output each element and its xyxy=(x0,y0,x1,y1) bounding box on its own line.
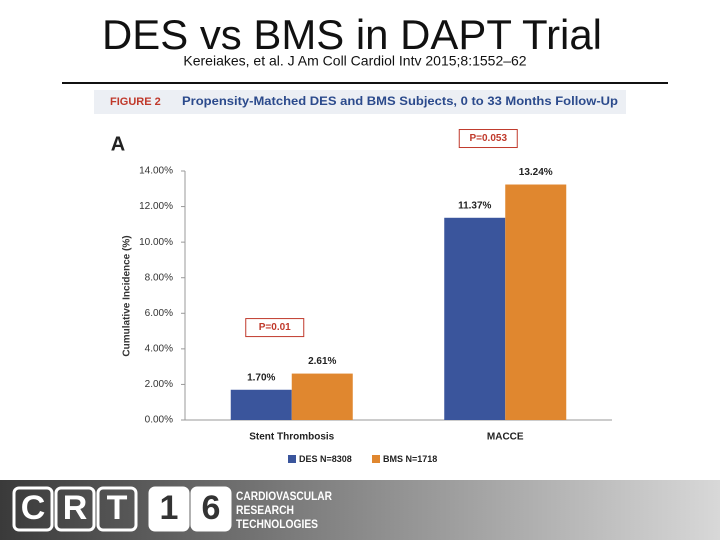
x-tick-label: MACCE xyxy=(487,432,524,443)
bar xyxy=(505,184,567,420)
y-tick-label: 2.00% xyxy=(145,379,173,390)
value-label: 13.24% xyxy=(519,167,553,178)
subtitle: Kereiakes, et al. J Am Coll Cardiol Intv… xyxy=(183,53,526,69)
y-tick-label: 0.00% xyxy=(145,415,173,426)
logo-box xyxy=(12,486,54,532)
logo-letter: R xyxy=(63,489,88,527)
bar xyxy=(230,389,292,420)
logo-letter: C xyxy=(21,489,46,527)
organization-line: TECHNOLOGIES xyxy=(236,517,318,531)
bar xyxy=(291,373,353,420)
annotation-box xyxy=(458,129,518,149)
value-label: 2.61% xyxy=(308,356,336,367)
figure-title: Propensity-Matched DES and BMS Subjects,… xyxy=(182,96,618,108)
y-tick-label: 14.00% xyxy=(139,166,173,177)
logo-letter: 6 xyxy=(202,489,221,527)
y-tick-label: 12.00% xyxy=(139,201,173,212)
organization-line: CARDIOVASCULAR xyxy=(236,489,332,503)
y-tick-label: 10.00% xyxy=(139,237,173,248)
annotation-box xyxy=(245,318,305,338)
legend-label: DES N=8308 xyxy=(299,454,352,464)
value-label: 11.37% xyxy=(458,200,491,211)
y-tick-label: 6.00% xyxy=(145,308,173,319)
annotation: P=0.053 xyxy=(469,133,507,144)
legend-swatch xyxy=(288,455,296,463)
y-tick-label: 4.00% xyxy=(145,343,173,354)
bar xyxy=(444,217,506,420)
figure-header xyxy=(94,90,626,114)
slide-title: DES vs BMS in DAPT Trial xyxy=(102,11,602,58)
y-tick-label: 8.00% xyxy=(145,272,173,283)
logo-box xyxy=(148,486,190,532)
annotation: P=0.01 xyxy=(259,322,291,333)
legend-swatch xyxy=(372,455,380,463)
logo-letter: T xyxy=(107,489,128,527)
logo-box xyxy=(190,486,232,532)
organization-line: RESEARCH xyxy=(236,503,294,517)
legend-label: BMS N=1718 xyxy=(383,454,437,464)
figure-label: FIGURE 2 xyxy=(110,96,161,108)
logo-letter: 1 xyxy=(160,489,179,527)
value-label: 1.70% xyxy=(247,372,275,383)
logo-box xyxy=(96,486,138,532)
x-tick-label: Stent Thrombosis xyxy=(249,432,334,443)
y-axis-label: Cumulative Incidence (%) xyxy=(122,235,133,356)
logo-box xyxy=(54,486,96,532)
panel-label: A xyxy=(111,133,125,155)
